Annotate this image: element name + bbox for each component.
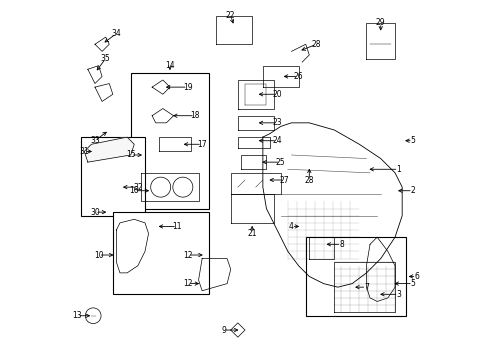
Text: 15: 15 (126, 150, 136, 159)
Text: 23: 23 (272, 118, 282, 127)
Text: 5: 5 (411, 279, 416, 288)
Text: 19: 19 (183, 83, 193, 92)
Text: 10: 10 (94, 251, 103, 260)
Text: 3: 3 (396, 290, 401, 299)
Text: 31: 31 (79, 147, 89, 156)
Text: 22: 22 (226, 11, 236, 20)
Bar (131, 73, 209, 208)
Text: 21: 21 (247, 229, 257, 238)
Text: 26: 26 (294, 72, 303, 81)
Text: 16: 16 (129, 186, 139, 195)
Text: 12: 12 (183, 251, 193, 260)
Text: 12: 12 (183, 279, 193, 288)
Text: 18: 18 (190, 111, 200, 120)
Polygon shape (84, 137, 134, 162)
Text: 5: 5 (411, 136, 416, 145)
Text: 24: 24 (272, 136, 282, 145)
Text: 20: 20 (272, 90, 282, 99)
Text: 28: 28 (312, 40, 321, 49)
Text: 35: 35 (101, 54, 111, 63)
Text: 14: 14 (165, 61, 175, 70)
Text: 8: 8 (339, 240, 344, 249)
Text: 6: 6 (414, 272, 419, 281)
Text: 27: 27 (279, 176, 289, 185)
Text: 4: 4 (289, 222, 294, 231)
Text: 29: 29 (376, 18, 386, 27)
Text: 17: 17 (197, 140, 207, 149)
Text: 7: 7 (364, 283, 369, 292)
Text: 25: 25 (276, 158, 286, 167)
Text: 11: 11 (172, 222, 182, 231)
Text: 28: 28 (305, 176, 314, 185)
Text: 2: 2 (411, 186, 415, 195)
Bar (306, 237, 406, 316)
Bar (113, 212, 209, 294)
Text: 30: 30 (90, 208, 100, 217)
Bar (81, 137, 145, 216)
Text: 1: 1 (396, 165, 401, 174)
Text: 13: 13 (73, 311, 82, 320)
Text: 33: 33 (90, 136, 100, 145)
Text: 34: 34 (112, 29, 122, 38)
Text: 32: 32 (133, 183, 143, 192)
Text: 9: 9 (221, 325, 226, 334)
